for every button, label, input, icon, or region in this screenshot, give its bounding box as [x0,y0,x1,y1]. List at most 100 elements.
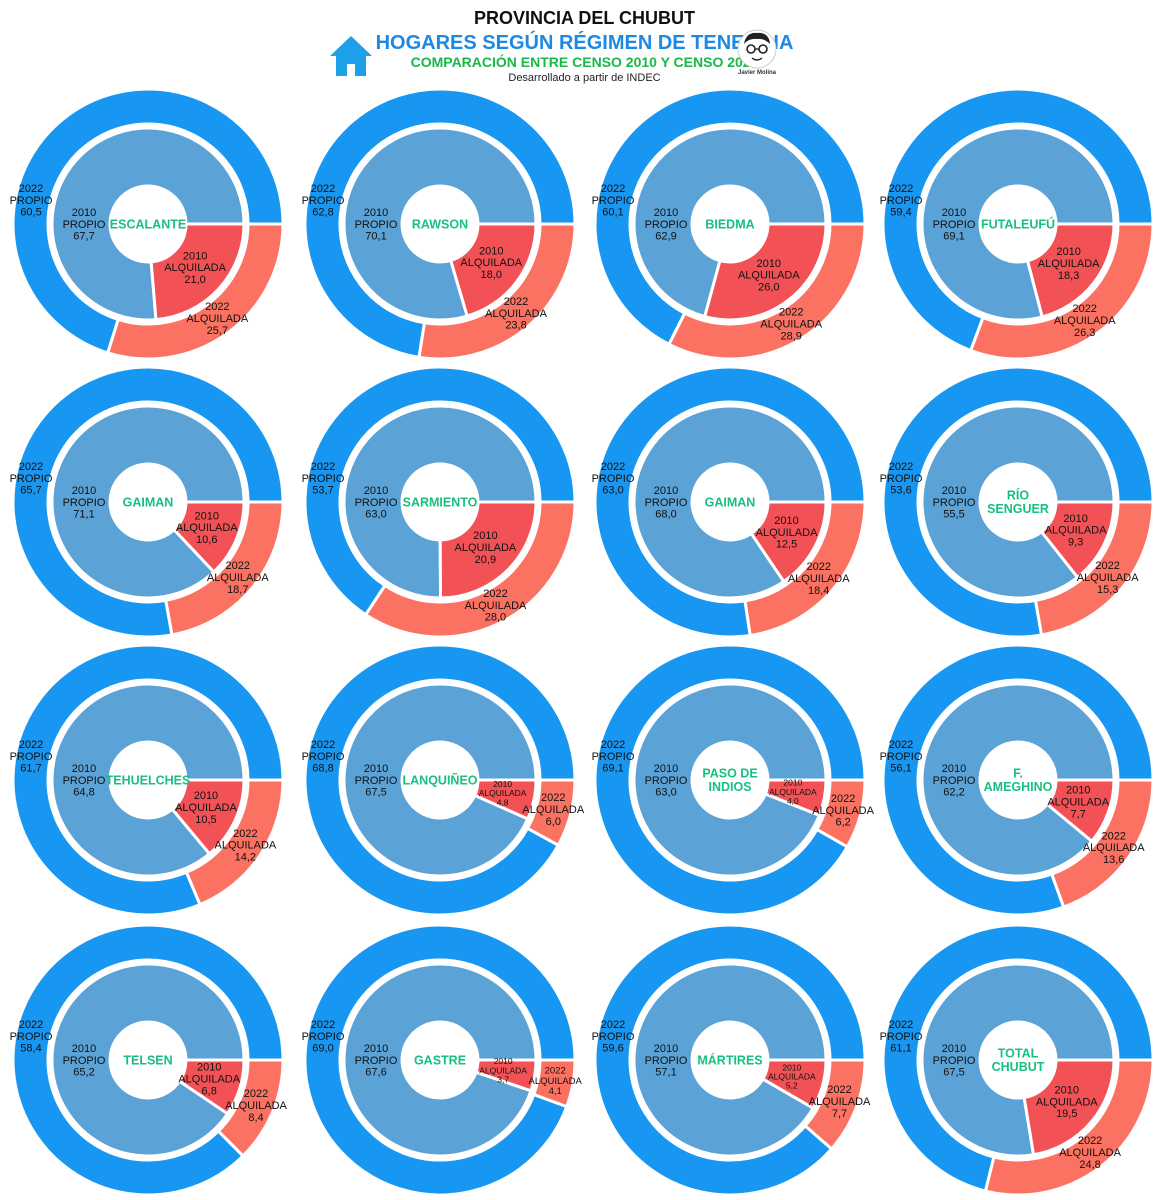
outer-slice-propio-2022 [303,365,577,617]
author-name: Javier Molina [737,70,776,76]
outer-slice-propio-2022 [593,365,867,639]
outer-slice-alquilada-2022 [105,222,285,361]
outer-slice-alquilada-2022 [363,500,577,639]
donut-chart: 2022 PROPIO 59,4 2022 ALQUILADA 26,3 2010 PROPI… [880,87,1155,361]
label-alquilada-2022: 2022 ALQUILADA 26,3 [1054,303,1116,339]
inner-slice-propio-2010 [632,682,828,878]
outer-slice-alquilada-2022 [525,778,577,848]
label-propio-2022: 2022 PROPIO 60,1 [592,183,635,219]
label-propio-2010: 2010 PROPIO 67,5 [933,1043,976,1079]
inner-slice-alquilada-2010 [472,778,538,821]
outer-slice-propio-2022 [303,923,577,1197]
outer-slice-alquilada-2022 [983,1058,1155,1197]
outer-slice-propio-2022 [593,643,867,917]
donut-chart: 2022 PROPIO 59,6 2022 ALQUILADA 7,7 2010 PROPIO… [592,923,871,1197]
label-alquilada-2022: 2022 ALQUILADA 8,4 [225,1088,287,1124]
inner-slice-propio-2010 [920,404,1116,600]
outer-slice-alquilada-2022 [968,222,1155,361]
inner-slice-propio-2010 [50,682,246,878]
label-alquilada-2022: 2022 ALQUILADA 13,6 [1083,830,1145,866]
inner-slice-propio-2010 [342,404,538,600]
donut-chart: 2022 PROPIO 68,8 2022 ALQUILADA 6,0 2010 PROPIO… [302,643,585,917]
outer-slice-alquilada-2022 [1033,500,1155,637]
outer-slice-propio-2022 [881,365,1155,639]
label-propio-2010: 2010 PROPIO 70,1 [355,207,398,243]
label-alquilada-2010: 2010 ALQUILADA 9,3 [1045,513,1107,549]
label-propio-2022: 2022 PROPIO 69,0 [302,1019,345,1055]
label-alquilada-2022: 2022 ALQUILADA 15,3 [1077,560,1139,596]
outer-slice-propio-2022 [881,87,1155,353]
label-alquilada-2010: 2010 ALQUILADA 10,6 [176,510,238,546]
center-department-name: RAWSON [412,217,468,231]
outer-slice-propio-2022 [11,643,285,917]
label-propio-2022: 2022 PROPIO 63,0 [592,461,635,497]
inner-slice-alquilada-2010 [177,1058,246,1116]
label-propio-2010: 2010 PROPIO 63,0 [645,763,688,799]
header: PROVINCIA DEL CHUBUT HOGARES SEGÚN RÉGIM… [0,0,1169,92]
inner-slice-alquilada-2010 [171,500,246,574]
label-propio-2010: 2010 PROPIO 62,9 [645,207,688,243]
label-propio-2010: 2010 PROPIO 64,8 [63,763,106,799]
label-alquilada-2010: 2010 ALQUILADA 18,0 [460,245,522,281]
label-alquilada-2022: 2022 ALQUILADA 6,0 [522,792,584,828]
label-alquilada-2022: 2022 ALQUILADA 14,2 [214,828,276,864]
inner-slice-propio-2010 [632,962,828,1158]
label-propio-2010: 2010 PROPIO 55,5 [933,485,976,521]
center-department-name: MÁRTIRES [697,1052,762,1067]
center-department-name: RÍO SENGUER [987,488,1049,517]
label-alquilada-2022: 2022 ALQUILADA 28,9 [760,307,822,343]
inner-slice-alquilada-2010 [702,222,828,322]
outer-slice-alquilada-2022 [184,778,285,907]
outer-slice-propio-2022 [303,643,577,917]
label-alquilada-2022: 2022 ALQUILADA 4,1 [529,1066,583,1098]
outer-slice-propio-2022 [11,365,285,639]
label-alquilada-2010: 2010 ALQUILADA 4,8 [479,779,527,807]
label-propio-2010: 2010 PROPIO 67,6 [355,1043,398,1079]
outer-slice-alquilada-2022 [666,222,867,361]
inner-slice-alquilada-2010 [1025,222,1116,319]
outer-slice-propio-2022 [881,923,1155,1193]
label-alquilada-2010: 2010 ALQUILADA 4,0 [769,778,817,806]
center-department-name: PASO DE INDIOS [702,767,757,795]
label-alquilada-2010: 2010 ALQUILADA 7,7 [1047,785,1109,821]
inner-slice-propio-2010 [632,126,828,319]
label-propio-2010: 2010 PROPIO 63,0 [355,485,398,521]
donut-chart: 2022 PROPIO 62,8 2022 ALQUILADA 23,8 2010 PROPI… [302,87,577,361]
label-propio-2022: 2022 PROPIO 58,4 [10,1019,53,1055]
outer-slice-propio-2022 [593,923,867,1197]
donut-chart: 2022 PROPIO 69,1 2022 ALQUILADA 6,2 2010 PROPIO… [592,643,875,917]
label-propio-2022: 2022 PROPIO 59,4 [880,183,923,219]
label-propio-2010: 2010 PROPIO 71,1 [63,485,106,521]
label-alquilada-2010: 2010 ALQUILADA 26,0 [738,258,800,294]
label-propio-2010: 2010 PROPIO 69,1 [933,207,976,243]
donut-chart: 2022 PROPIO 58,4 2022 ALQUILADA 8,4 2010 PROPIO… [10,923,288,1197]
inner-slice-alquilada-2010 [448,222,538,318]
donut-chart: 2022 PROPIO 56,1 2022 ALQUILADA 13,6 2010 PROPI… [880,643,1155,917]
outer-slice-alquilada-2022 [164,500,285,637]
center-department-name: F. AMEGHINO [984,767,1053,795]
label-alquilada-2010: 2010 ALQUILADA 3,7 [479,1056,527,1084]
label-alquilada-2010: 2010 ALQUILADA 20,9 [455,530,517,566]
donut-chart: 2022 PROPIO 61,7 2022 ALQUILADA 14,2 2010 PROPI… [10,643,285,917]
label-propio-2022: 2022 PROPIO 61,7 [10,739,53,775]
label-propio-2022: 2022 PROPIO 68,8 [302,739,345,775]
outer-slice-alquilada-2022 [743,500,867,638]
donut-chart: 2022 PROPIO 63,0 2022 ALQUILADA 18,4 2010 PROPI… [592,365,867,639]
comparison-subtitle: COMPARACIÓN ENTRE CENSO 2010 Y CENSO 202… [410,54,759,70]
label-propio-2022: 2022 PROPIO 59,6 [592,1019,635,1055]
label-propio-2022: 2022 PROPIO 53,7 [302,461,345,497]
outer-slice-alquilada-2022 [531,1058,577,1109]
center-department-name: FUTALEUFÚ [981,216,1055,231]
label-propio-2022: 2022 PROPIO 65,7 [10,461,53,497]
inner-slice-alquilada-2010 [1039,500,1116,580]
outer-slice-propio-2022 [303,87,577,360]
label-alquilada-2010: 2010 ALQUILADA 6,8 [178,1062,240,1098]
center-department-name: GAIMAN [705,495,756,509]
outer-slice-propio-2022 [11,87,285,355]
source-note: Desarrollado a partir de INDEC [508,72,661,84]
author-avatar-icon [737,29,777,69]
label-propio-2022: 2022 PROPIO 62,8 [302,183,345,219]
donut-chart: 2022 PROPIO 69,0 2022 ALQUILADA 4,1 2010 PROPIO… [302,923,583,1197]
outer-slice-propio-2022 [11,923,285,1197]
